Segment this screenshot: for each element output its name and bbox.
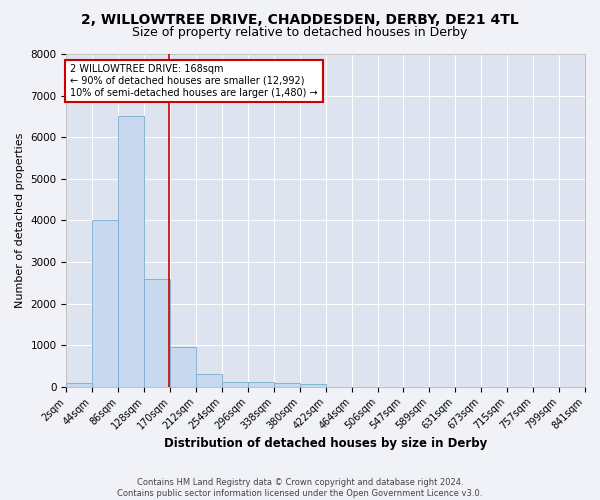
Bar <box>248 382 274 386</box>
Bar <box>170 347 196 387</box>
Bar <box>67 382 92 386</box>
Text: 2, WILLOWTREE DRIVE, CHADDESDEN, DERBY, DE21 4TL: 2, WILLOWTREE DRIVE, CHADDESDEN, DERBY, … <box>81 12 519 26</box>
Bar <box>222 382 248 386</box>
Bar <box>118 116 144 386</box>
Bar <box>144 278 170 386</box>
Bar <box>196 374 222 386</box>
Text: 2 WILLOWTREE DRIVE: 168sqm
← 90% of detached houses are smaller (12,992)
10% of : 2 WILLOWTREE DRIVE: 168sqm ← 90% of deta… <box>70 64 318 98</box>
X-axis label: Distribution of detached houses by size in Derby: Distribution of detached houses by size … <box>164 437 487 450</box>
Bar <box>274 382 300 386</box>
Text: Contains HM Land Registry data © Crown copyright and database right 2024.
Contai: Contains HM Land Registry data © Crown c… <box>118 478 482 498</box>
Bar <box>300 384 326 386</box>
Text: Size of property relative to detached houses in Derby: Size of property relative to detached ho… <box>133 26 467 39</box>
Bar <box>92 220 118 386</box>
Y-axis label: Number of detached properties: Number of detached properties <box>15 132 25 308</box>
